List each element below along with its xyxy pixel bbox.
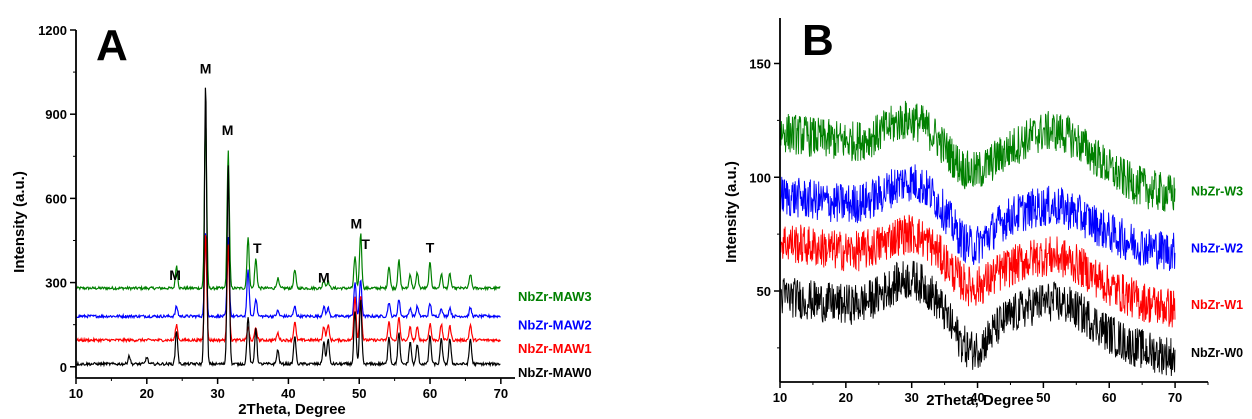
panel-b-x-tick-label: 60 — [1102, 390, 1116, 405]
panel-a-peak-label: M — [318, 270, 330, 286]
panel-b-series-label: NbZr-W1 — [1191, 298, 1243, 312]
panel-a: 10 20 30 40 50 60 70 0 300 600 900 1200 NbZr-MAW3 Nb… — [11, 21, 592, 418]
panel-a-y-axis-title: Intensity (a.u.) — [11, 171, 28, 273]
panel-b-series-label: NbZr-W0 — [1191, 346, 1243, 360]
panel-a-x-tick-label: 30 — [210, 386, 224, 401]
panel-a-peak-label: M — [351, 216, 363, 232]
panel-a-y-tick-label: 900 — [45, 107, 67, 122]
panel-a-x-tick-label: 40 — [281, 386, 295, 401]
panel-a-x-tick-label: 70 — [494, 386, 508, 401]
panel-b-series-line — [779, 164, 1176, 271]
panel-a-peak-label: M — [200, 61, 212, 77]
panel-a-y-tick-label: 0 — [60, 360, 67, 375]
panel-b-series-label: NbZr-W3 — [1191, 184, 1243, 198]
panel-a-y-tick-label: 1200 — [38, 23, 67, 38]
panel-a-x-tick-label: 20 — [140, 386, 154, 401]
panel-a-y-tick-label: 600 — [45, 191, 67, 206]
panel-b-series-line — [779, 100, 1176, 212]
panel-b-series-label: NbZr-W2 — [1191, 241, 1243, 255]
panel-b-x-tick-label: 10 — [773, 390, 787, 405]
panel-b-x-tick-label: 40 — [970, 390, 984, 405]
panel-b-y-tick-label: 100 — [749, 170, 771, 185]
panel-a-series-line — [75, 233, 501, 320]
panel-a-x-tick-label: 10 — [69, 386, 83, 401]
panel-a-peak-label: T — [361, 236, 370, 252]
panel-a-peak-label: T — [426, 240, 435, 256]
panel-b: 10 20 30 40 50 60 70 50 100 150 NbZr-W3 NbZr-W2 NbZ… — [723, 16, 1243, 409]
panel-a-series-label: NbZr-MAW0 — [518, 365, 592, 380]
panel-a-y-tick-label: 300 — [45, 276, 67, 291]
panel-b-x-tick-label: 50 — [1036, 390, 1050, 405]
panel-b-series-line — [779, 214, 1176, 328]
panel-b-y-tick-label: 50 — [757, 284, 771, 299]
panel-b-y-axis-title: Intensity (a.u.) — [723, 161, 740, 263]
panel-a-series-label: NbZr-MAW2 — [518, 317, 592, 332]
panel-a-peak-label: T — [253, 240, 262, 256]
panel-a-series-line — [75, 120, 501, 292]
panel-a-series-label: NbZr-MAW1 — [518, 341, 592, 356]
panel-b-x-tick-label: 70 — [1168, 390, 1182, 405]
panel-a-x-tick-label: 50 — [352, 386, 366, 401]
panel-a-x-tick-label: 60 — [423, 386, 437, 401]
panel-a-series-label: NbZr-MAW3 — [518, 289, 592, 304]
panel-b-y-tick-label: 150 — [749, 57, 771, 72]
panel-a-letter: A — [96, 21, 128, 70]
panel-b-x-axis-title: 2Theta, Degree — [926, 392, 1034, 409]
panel-a-x-axis-title: 2Theta, Degree — [238, 401, 346, 418]
panel-b-x-tick-label: 30 — [904, 390, 918, 405]
panel-a-series-line — [75, 235, 501, 344]
panel-a-peak-label: M — [222, 122, 234, 138]
panel-b-x-tick-label: 20 — [839, 390, 853, 405]
panel-a-peak-label: M — [169, 267, 181, 283]
panel-b-letter: B — [802, 16, 834, 65]
panel-b-series-line — [779, 260, 1176, 377]
panel-a-series-line — [75, 87, 501, 368]
